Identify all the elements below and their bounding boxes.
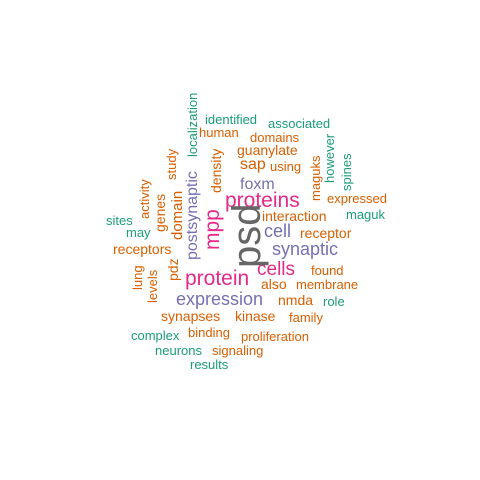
word-postsynaptic: postsynaptic: [184, 171, 201, 260]
word-interaction: interaction: [262, 208, 327, 224]
word-nmda: nmda: [278, 292, 314, 308]
word-found: found: [311, 263, 344, 278]
word-localization: localization: [185, 92, 200, 157]
word-domains: domains: [250, 130, 300, 145]
word-proteins: proteins: [225, 189, 300, 212]
word-expressed: expressed: [327, 191, 387, 206]
word-genes: genes: [152, 193, 168, 232]
word-role: role: [323, 294, 345, 309]
word-kinase: kinase: [235, 308, 276, 324]
word-using: using: [270, 159, 302, 174]
word-cell: cell: [264, 221, 292, 241]
word-domain: domain: [169, 190, 186, 240]
word-spines: spines: [339, 153, 354, 191]
word-guanylate: guanylate: [237, 142, 298, 158]
word-receptor: receptor: [300, 225, 352, 241]
word-membrane: membrane: [296, 277, 359, 292]
word-complex: complex: [131, 328, 180, 343]
word-binding: binding: [188, 325, 230, 340]
word-cells: cells: [257, 259, 296, 280]
word-expression: expression: [176, 289, 264, 309]
word-maguks: maguks: [308, 155, 323, 201]
word-protein: protein: [185, 267, 250, 290]
word-associated: associated: [268, 116, 331, 131]
word-family: family: [289, 310, 323, 325]
word-density: density: [208, 148, 224, 193]
word-levels: levels: [145, 269, 160, 303]
word-maguk: maguk: [346, 207, 386, 222]
word-pdz: pdz: [165, 258, 181, 281]
word-mpp: mpp: [201, 209, 224, 250]
word-sites: sites: [106, 213, 133, 228]
word-lung: lung: [130, 265, 145, 290]
word-results: results: [190, 357, 229, 372]
word-identified: identified: [205, 112, 258, 127]
word-synapses: synapses: [161, 308, 221, 324]
word-synaptic: synaptic: [272, 239, 339, 259]
word-however: however: [322, 133, 337, 183]
word-psd: psd: [225, 203, 269, 269]
word-sap: sap: [240, 156, 266, 173]
word-foxm: foxm: [240, 176, 275, 193]
word-signaling: signaling: [212, 343, 264, 358]
word-may: may: [126, 225, 151, 240]
word-receptors: receptors: [113, 241, 172, 257]
word-neurons: neurons: [155, 343, 202, 358]
word-study: study: [164, 148, 179, 180]
word-activity: activity: [137, 179, 152, 219]
word-human: human: [199, 125, 239, 140]
word-also: also: [261, 276, 287, 292]
word-proliferation: proliferation: [241, 329, 309, 344]
